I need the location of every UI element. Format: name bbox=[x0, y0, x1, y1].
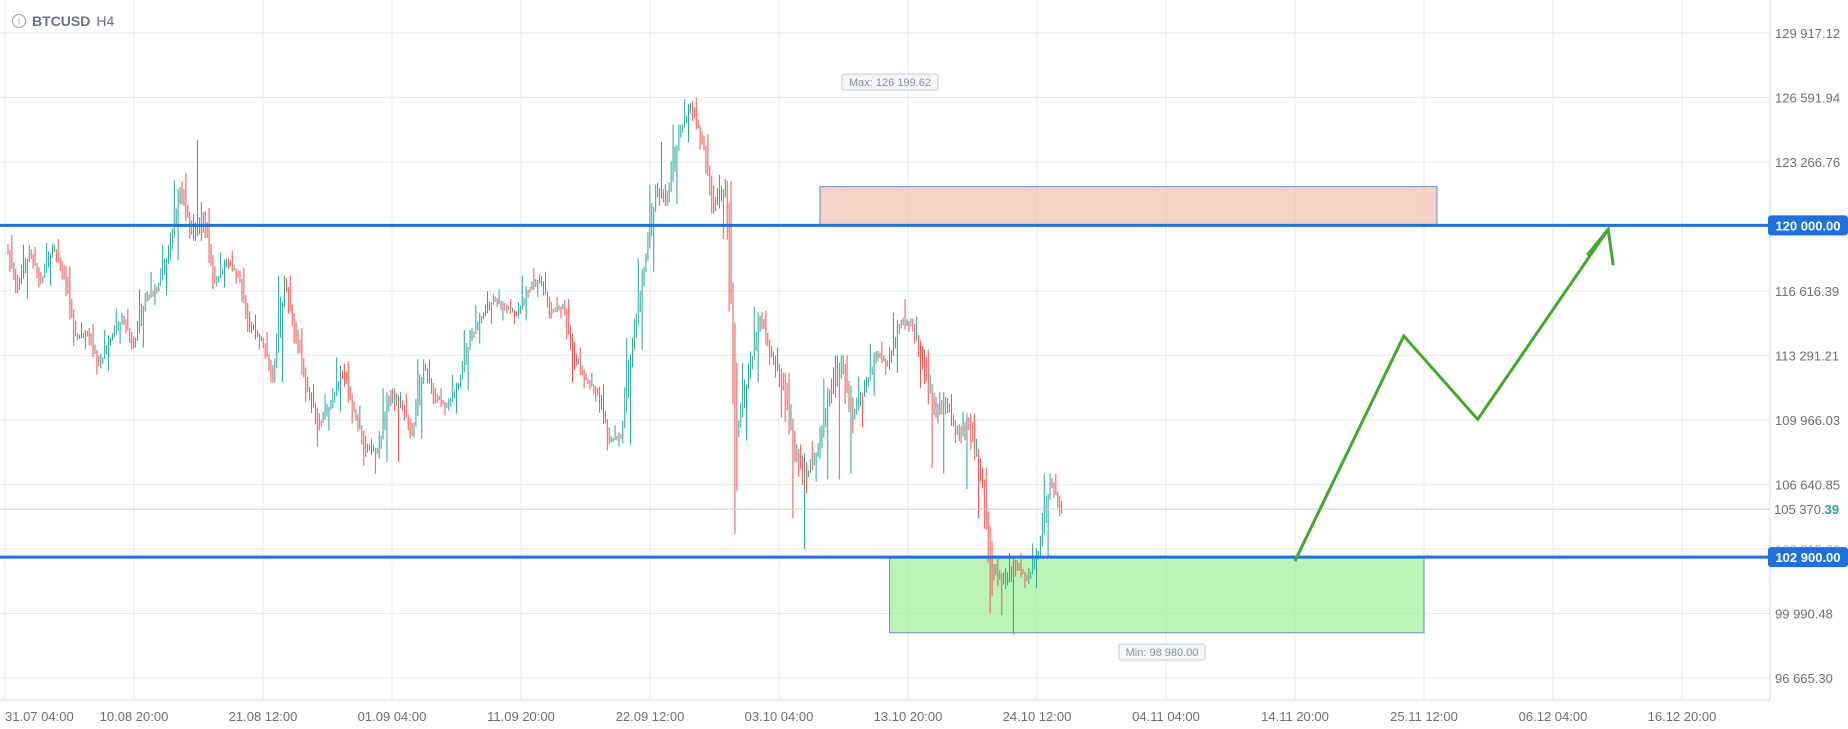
x-tick-label: 11.09 20:00 bbox=[487, 709, 555, 724]
y-tick-label: 99 990.48 bbox=[1775, 607, 1833, 622]
min-label: Min: 98 980.00 bbox=[1126, 647, 1199, 659]
x-tick-label: 10.08 20:00 bbox=[100, 709, 169, 724]
level-tag bbox=[1768, 215, 1848, 236]
current-price-tag bbox=[1770, 499, 1848, 520]
resistance-zone bbox=[819, 185, 1438, 226]
x-tick-label: 14.11 20:00 bbox=[1261, 709, 1329, 724]
y-tick-label: 116 616.39 bbox=[1775, 284, 1839, 299]
y-axis: 129 917.12 126 591.94 123 266.76 116 616.39… bbox=[1775, 26, 1840, 686]
x-tick-label: 16.12 20:00 bbox=[1648, 709, 1717, 724]
projection-arrow bbox=[1293, 225, 1615, 562]
plot-background bbox=[0, 0, 1770, 700]
y-tick-label: 106 640.85 bbox=[1775, 477, 1840, 492]
y-tick-label: 129 917.12 bbox=[1775, 26, 1840, 41]
y-tick-label: 113 291.21 bbox=[1775, 349, 1839, 364]
x-tick-label: 21.08 12:00 bbox=[229, 709, 298, 724]
projection-path bbox=[1293, 228, 1610, 562]
x-tick-label: 03.10 04:00 bbox=[745, 709, 814, 724]
current-price-label: 105 370.39 bbox=[1774, 502, 1839, 517]
x-tick-label: 06.12 04:00 bbox=[1519, 709, 1588, 724]
level-tag bbox=[1768, 547, 1848, 568]
y-tick-label: 126 591.94 bbox=[1775, 90, 1840, 105]
zones bbox=[819, 185, 1438, 634]
candles bbox=[7, 97, 1063, 635]
max-label: Max: 126 199.62 bbox=[849, 77, 931, 89]
y-tick-label: 96 665.30 bbox=[1775, 671, 1833, 686]
x-axis: 31.07 04:00 10.08 20:00 21.08 12:00 01.09 0… bbox=[5, 709, 1716, 724]
level-tag-label: 120 000.00 bbox=[1775, 218, 1840, 233]
level-tag-label: 102 900.00 bbox=[1775, 550, 1840, 565]
x-tick-label: 22.09 12:00 bbox=[616, 709, 685, 724]
x-tick-label: 24.10 12:00 bbox=[1003, 709, 1072, 724]
x-tick-label: 31.07 04:00 bbox=[5, 709, 74, 724]
symbol-label: BTCUSD bbox=[32, 13, 91, 29]
x-tick-label: 13.10 20:00 bbox=[874, 709, 943, 724]
level-lines[interactable] bbox=[0, 223, 1770, 559]
y-tick-label: 109 966.03 bbox=[1775, 413, 1840, 428]
x-tick-label: 01.09 04:00 bbox=[358, 709, 427, 724]
x-tick-label: 04.11 04:00 bbox=[1132, 709, 1200, 724]
price-tags: 120 000.00 102 900.00 105 370.39 Max: 126 1… bbox=[841, 73, 1848, 661]
y-tick-label: 123 266.76 bbox=[1775, 155, 1840, 170]
timeframe-label[interactable]: H4 bbox=[96, 13, 115, 29]
support-zone bbox=[888, 556, 1425, 634]
max-label-box bbox=[841, 73, 939, 91]
chart-header: i BTCUSD H4 bbox=[12, 13, 114, 29]
info-icon[interactable]: i bbox=[12, 14, 26, 28]
arrow-head bbox=[1586, 225, 1615, 266]
min-label-box bbox=[1118, 643, 1206, 661]
x-tick-label: 25.11 12:00 bbox=[1390, 709, 1458, 724]
